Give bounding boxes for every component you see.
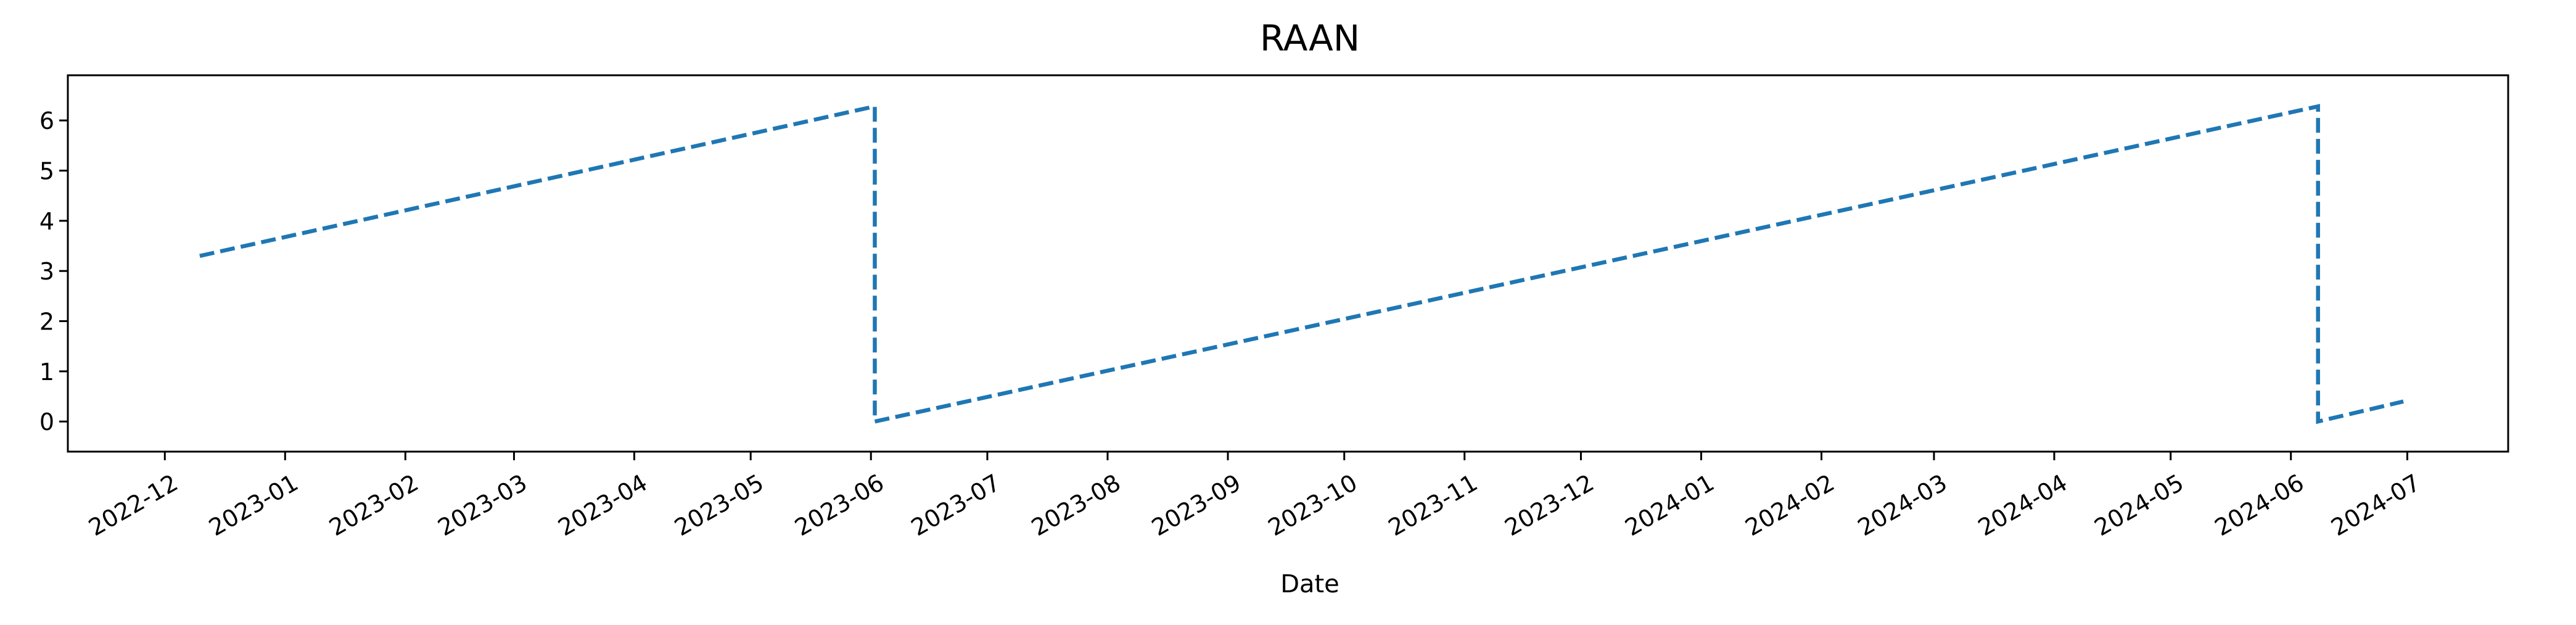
y-tick-label: 5 bbox=[39, 158, 54, 185]
raan-series-line bbox=[199, 104, 2404, 424]
y-tick-label: 0 bbox=[39, 408, 54, 436]
plot-area-frame bbox=[67, 74, 2509, 453]
y-tick-label: 4 bbox=[39, 208, 54, 235]
series-layer bbox=[199, 104, 2404, 424]
y-tick-label: 3 bbox=[39, 258, 54, 285]
y-tick-label: 6 bbox=[39, 107, 54, 135]
y-tick-label: 2 bbox=[39, 308, 54, 336]
chart-title: RAAN bbox=[1260, 17, 1360, 59]
x-axis-label: Date bbox=[1280, 570, 1339, 598]
y-tick-label: 1 bbox=[39, 358, 54, 386]
